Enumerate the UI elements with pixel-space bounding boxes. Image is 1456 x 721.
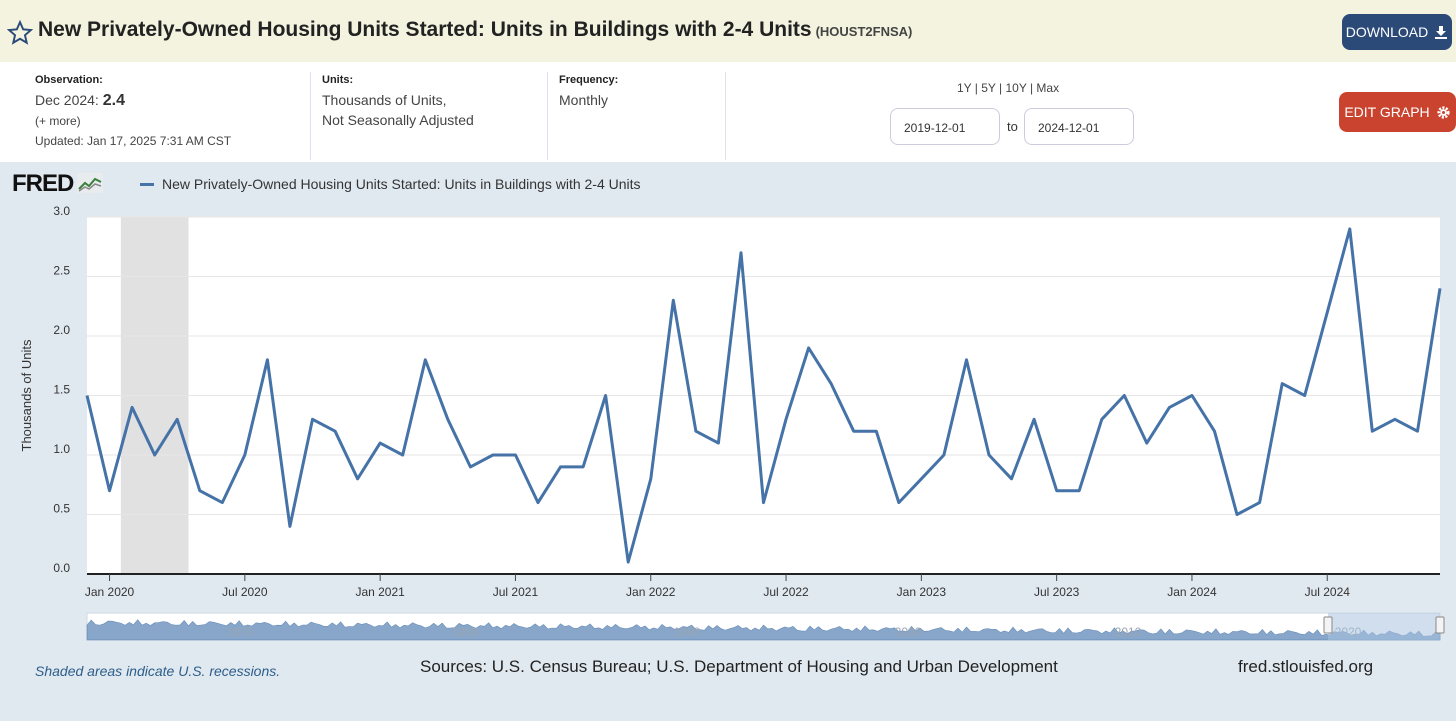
navigator-label: 1990 [674,625,701,639]
x-tick-label: Jul 2022 [763,585,809,599]
x-tick-label: Jan 2020 [85,585,135,599]
y-tick-label: 3.0 [53,204,70,218]
range-selector[interactable]: 1Y | 5Y | 10Y | Max [957,81,1060,95]
gear-icon [1437,105,1450,119]
divider [547,72,548,160]
sources-text: Sources: U.S. Census Bureau; U.S. Depart… [420,657,1058,676]
observation-date: Dec 2024: [35,92,99,108]
chart-legend: New Privately-Owned Housing Units Starte… [140,176,641,192]
navigator-handle[interactable] [1323,616,1333,634]
legend-label: New Privately-Owned Housing Units Starte… [162,176,641,192]
series-title: New Privately-Owned Housing Units Starte… [38,18,812,41]
navigator-label: 1970 [227,625,254,639]
fred-logo-text: FRED [12,170,74,197]
x-tick-label: Jan 2024 [1167,585,1217,599]
x-tick-label: Jan 2022 [626,585,676,599]
edit-graph-label: EDIT GRAPH [1344,104,1430,120]
x-tick-label: Jul 2024 [1305,585,1351,599]
divider [725,72,726,160]
y-tick-label: 0.0 [53,561,70,575]
navigator-selection[interactable] [1328,613,1440,640]
series-metadata: Observation: Dec 2024: 2.4 (+ more) Upda… [0,62,1456,162]
x-tick-label: Jan 2021 [355,585,405,599]
to-label: to [1007,119,1018,134]
observation-label: Observation: [35,74,103,86]
units-value-line1: Thousands of Units, [322,92,447,108]
edit-graph-button[interactable]: EDIT GRAPH [1339,92,1456,132]
y-tick-label: 0.5 [53,502,70,516]
page-title: New Privately-Owned Housing Units Starte… [38,18,912,42]
navigator-label: 2000 [895,625,922,639]
title-bar: New Privately-Owned Housing Units Starte… [0,0,1456,62]
updated-label: Updated: [35,134,84,148]
x-tick-label: Jul 2020 [222,585,268,599]
fred-logo: FRED [12,170,104,198]
more-link[interactable]: (+ more) [35,114,81,128]
frequency-label: Frequency: [559,74,619,86]
x-tick-label: Jul 2021 [493,585,539,599]
y-axis-label: Thousands of Units [19,339,34,452]
units-label: Units: [322,74,354,86]
star-outline-icon[interactable] [7,20,33,46]
units-value-line2: Not Seasonally Adjusted [322,112,474,128]
navigator-series [86,619,1441,641]
y-tick-label: 1.5 [53,383,70,397]
frequency-block: Frequency: Monthly [559,74,618,110]
units-block: Units: Thousands of Units, Not Seasonall… [322,74,474,130]
download-label: DOWNLOAD [1345,24,1429,40]
site-url[interactable]: fred.stlouisfed.org [1238,657,1374,676]
line-chart[interactable]: 0.0 0.5 1.0 1.5 2.0 2.5 3.0 Thousands of Units J… [0,190,1456,650]
trend-logo-icon [77,173,104,193]
recession-note: Shaded areas indicate U.S. recessions. [35,663,281,679]
x-tick-label: Jan 2023 [897,585,947,599]
divider [310,72,311,160]
y-tick-label: 1.0 [53,442,70,456]
updated-value: Jan 17, 2025 7:31 AM CST [87,134,232,148]
observation-value: 2.4 [102,92,125,109]
legend-swatch [140,182,154,186]
observation-block: Observation: Dec 2024: 2.4 (+ more) Upda… [35,74,231,151]
x-tick-label: Jul 2023 [1034,585,1080,599]
y-tick-label: 2.0 [53,323,70,337]
y-tick-label: 2.5 [53,264,70,278]
navigator-handle[interactable] [1435,616,1445,634]
series-code: (HOUST2FNSA) [815,24,913,39]
frequency-value: Monthly [559,92,609,108]
download-button[interactable]: DOWNLOAD [1342,14,1452,50]
download-icon [1435,26,1448,39]
navigator-label: 2010 [1115,625,1142,639]
series-line[interactable] [85,227,1442,564]
end-date-input[interactable]: 2024-12-01 [1024,108,1134,145]
start-date-input[interactable]: 2019-12-01 [890,108,1000,145]
navigator-label: 1980 [452,625,479,639]
